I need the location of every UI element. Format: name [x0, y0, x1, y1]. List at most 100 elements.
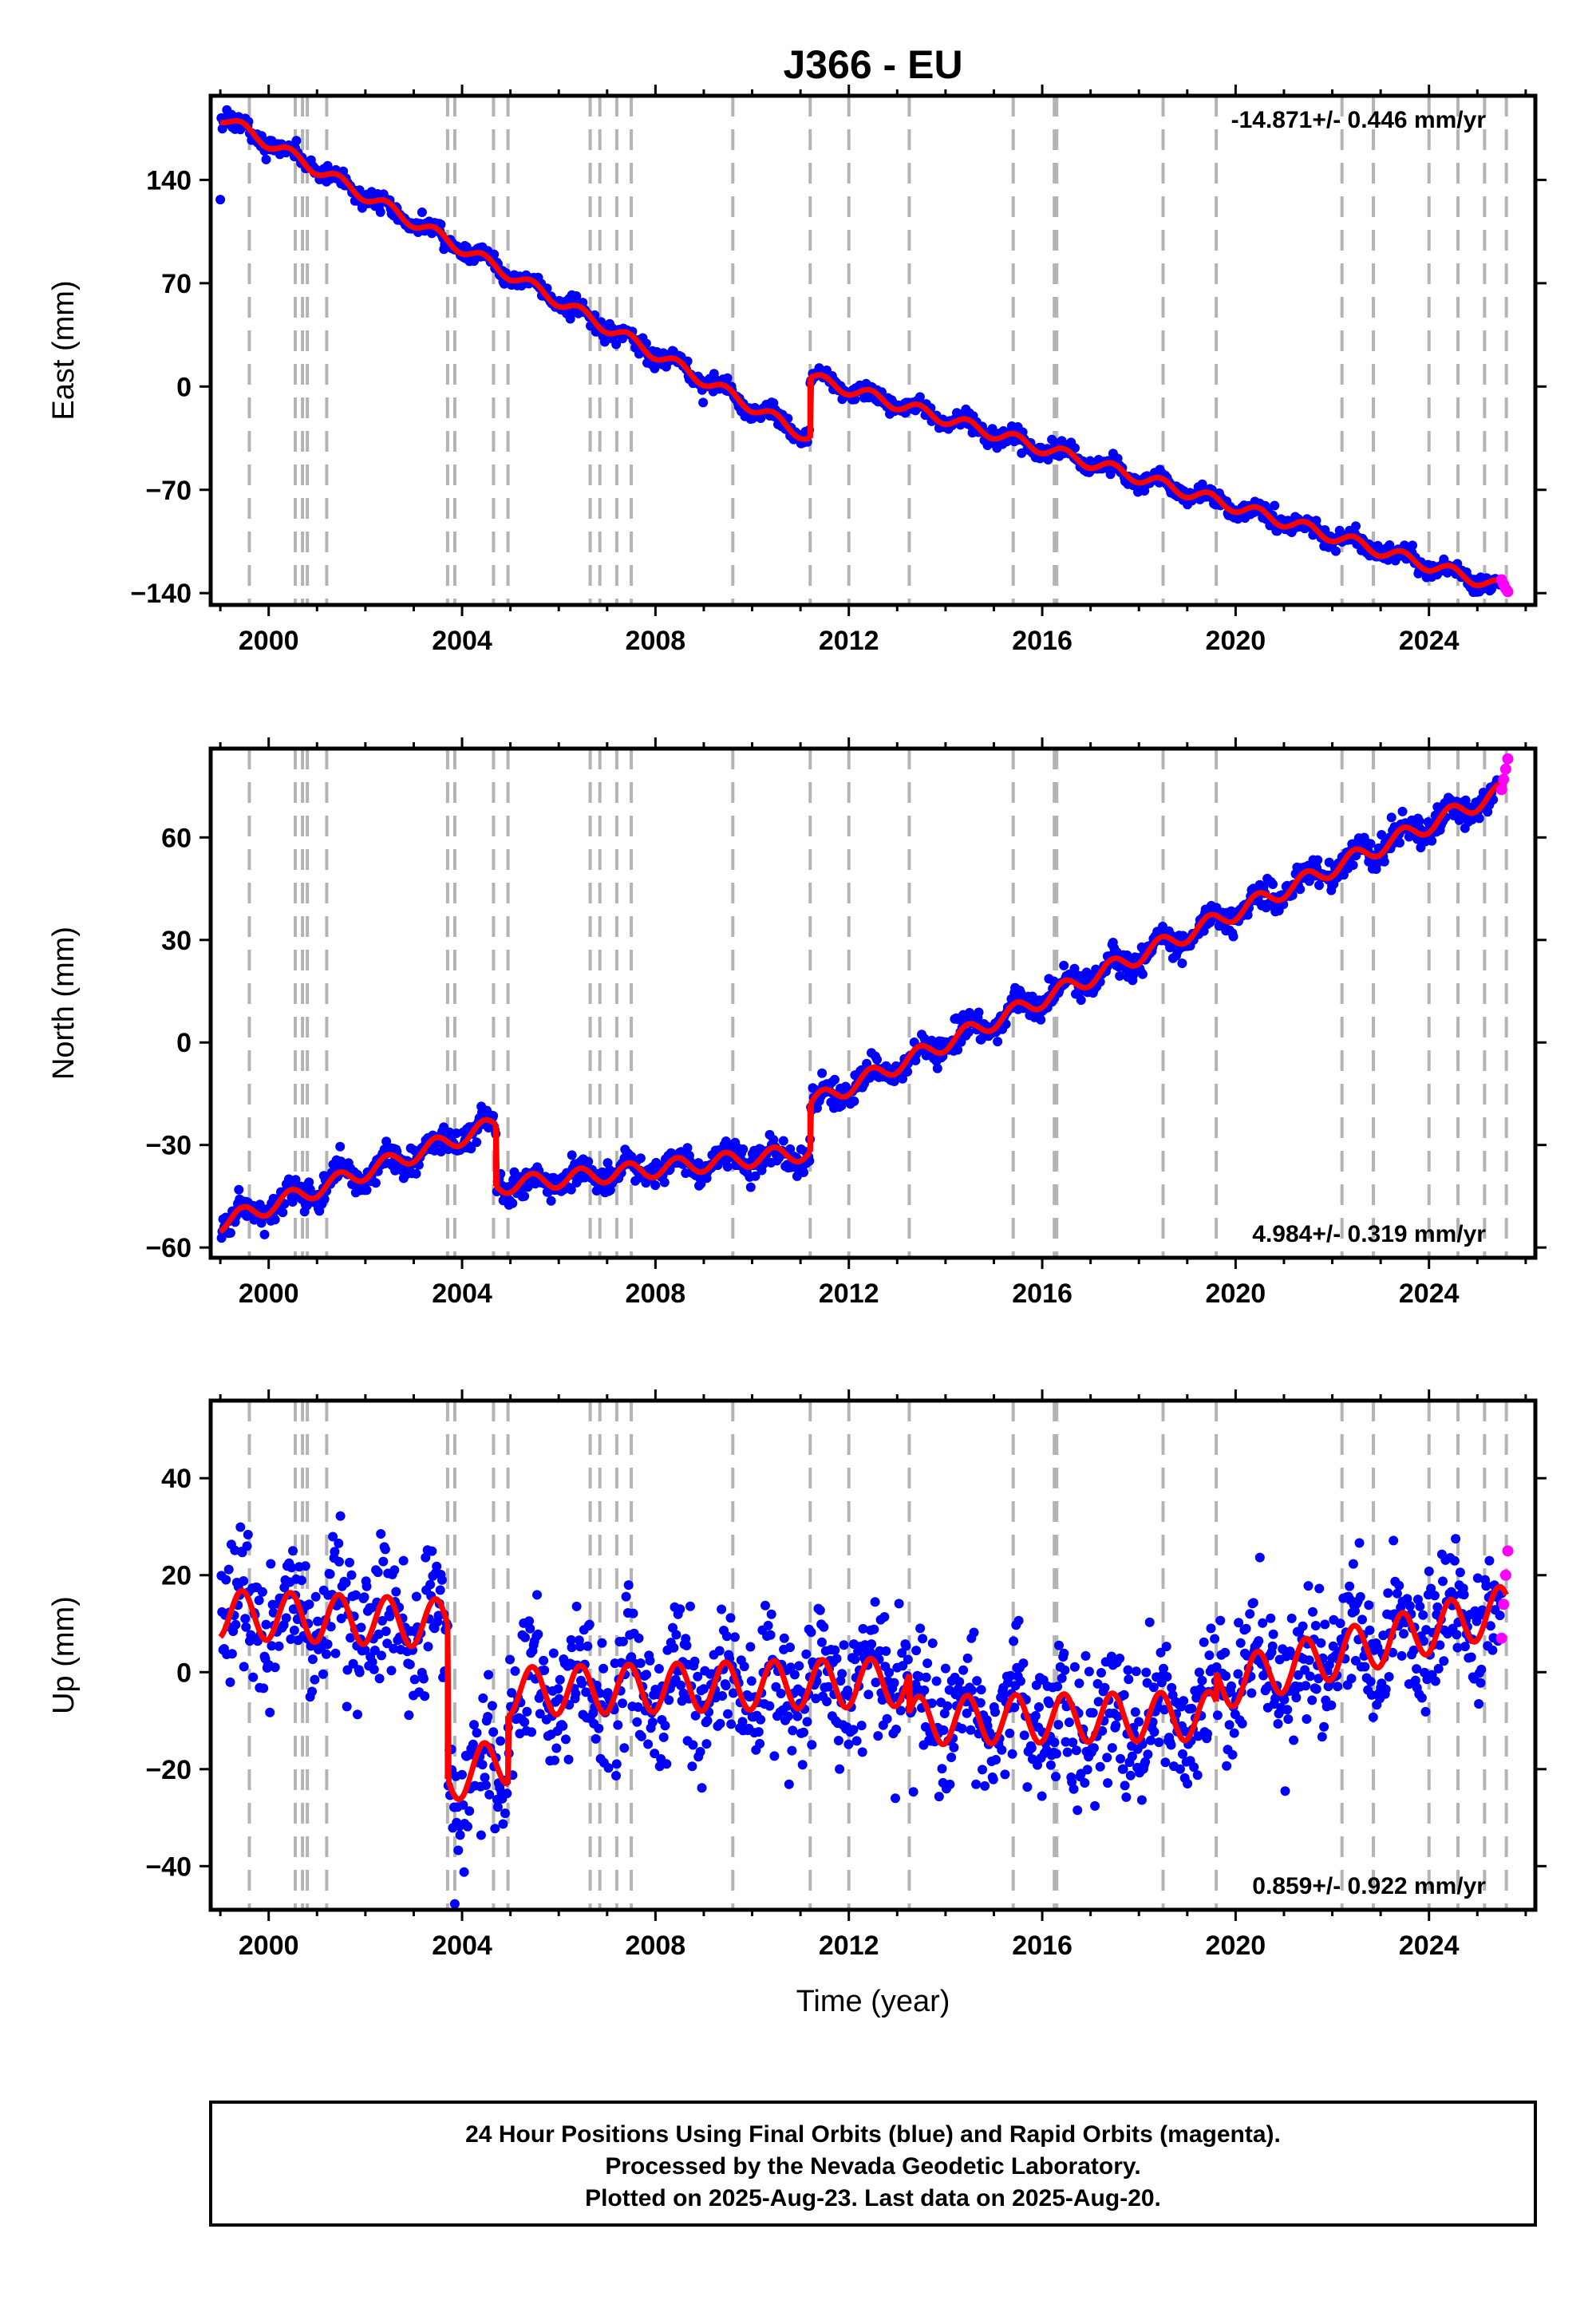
final-orbit-point: [1221, 1671, 1231, 1682]
model-line: [219, 117, 812, 442]
final-orbit-point: [1141, 1667, 1152, 1678]
final-orbit-point: [361, 1185, 372, 1196]
final-orbit-point: [946, 1753, 957, 1762]
final-orbit-point: [1118, 1764, 1128, 1774]
final-orbit-point: [1430, 1676, 1440, 1686]
final-orbit-point: [1197, 1675, 1207, 1686]
model-line: [807, 372, 1508, 589]
final-orbit-point: [1057, 1673, 1067, 1683]
final-orbit-point: [1229, 1728, 1239, 1738]
final-orbit-point: [873, 1731, 883, 1741]
final-orbit-point: [755, 1738, 765, 1749]
final-orbit-point: [931, 1676, 942, 1686]
final-orbit-point: [681, 1640, 692, 1650]
final-orbit-point: [1302, 1714, 1312, 1724]
final-orbit-point: [1222, 1761, 1232, 1771]
final-orbit-point: [223, 1564, 234, 1575]
final-orbit-point: [1364, 1600, 1374, 1611]
final-orbit-point: [1036, 1014, 1046, 1025]
x-tick-label: 2004: [432, 1279, 492, 1309]
final-orbit-point: [325, 1569, 335, 1579]
final-orbit-point: [278, 1207, 288, 1218]
final-orbit-point: [1154, 1737, 1164, 1748]
final-orbit-point: [1348, 860, 1358, 870]
final-orbit-point: [1366, 1690, 1377, 1700]
final-orbit-point: [991, 1755, 1001, 1765]
final-orbit-point: [427, 1546, 437, 1556]
final-orbit-point: [1314, 1583, 1325, 1594]
final-orbit-point: [304, 1599, 314, 1610]
y-tick-label: 30: [161, 926, 192, 956]
final-orbit-point: [508, 1198, 518, 1208]
final-orbit-point: [1220, 1647, 1231, 1658]
final-orbit-point: [336, 1614, 346, 1623]
final-orbit-point: [843, 1739, 854, 1749]
final-orbit-point: [1054, 1640, 1064, 1650]
final-orbit-point: [766, 1609, 776, 1619]
final-orbit-point: [377, 1615, 387, 1626]
final-orbit-point: [1429, 1591, 1440, 1601]
final-orbit-point: [1301, 1681, 1311, 1691]
final-orbit-point: [270, 1215, 280, 1225]
final-orbit-point: [1481, 1580, 1491, 1591]
final-orbit-point: [1278, 1644, 1288, 1654]
final-orbit-point: [1291, 1693, 1302, 1703]
final-orbit-point: [1073, 1805, 1083, 1816]
final-orbit-point: [1211, 1662, 1222, 1672]
panel-up: −40 −20 0 20 40 2000 2004 2008 2012 2016 2020 2024 U…: [47, 1389, 1547, 1961]
final-orbit-point: [1396, 1650, 1407, 1661]
final-orbit-point: [697, 1783, 707, 1793]
final-orbit-point: [1194, 1667, 1204, 1678]
final-orbit-point: [891, 1725, 901, 1734]
final-orbit-point: [1069, 1662, 1080, 1672]
final-orbit-point: [334, 1556, 344, 1567]
footer-line-3: Plotted on 2025-Aug-23. Last data on 202…: [585, 2185, 1161, 2211]
final-orbit-point: [817, 1068, 828, 1078]
final-orbit-point: [746, 1676, 757, 1686]
final-orbit-point: [690, 1710, 701, 1721]
final-orbit-point: [702, 1716, 713, 1726]
plot-area: [216, 1401, 1514, 1910]
final-orbit-point: [957, 1724, 967, 1733]
final-orbit-point: [722, 373, 733, 383]
final-orbit-point: [1143, 1749, 1153, 1760]
x-tick-label: 2012: [819, 626, 879, 656]
final-orbit-point: [522, 1706, 532, 1717]
panel-frame: [208, 746, 1538, 1260]
final-orbit-point: [911, 1646, 922, 1656]
final-orbit-point: [782, 1701, 792, 1711]
final-orbit-point: [1368, 1712, 1378, 1722]
x-tick-label: 2008: [626, 626, 686, 656]
final-orbit-point: [598, 1663, 609, 1674]
x-axis-label: Time (year): [796, 1985, 950, 2018]
y-tick-label: −140: [130, 579, 192, 609]
final-orbit-point: [457, 1769, 467, 1780]
final-orbit-point: [1311, 516, 1321, 526]
final-orbit-point: [939, 1709, 950, 1718]
final-orbit-point: [1298, 1621, 1308, 1631]
final-orbit-point: [945, 1779, 955, 1789]
final-orbit-point: [510, 1666, 520, 1676]
final-orbit-point: [334, 1538, 344, 1548]
final-orbit-point: [1351, 521, 1361, 532]
final-orbit-point: [1320, 1619, 1330, 1630]
final-orbit-point: [348, 1658, 358, 1669]
final-orbit-point: [822, 1697, 832, 1706]
final-orbit-point: [753, 1727, 764, 1737]
final-orbit-point: [1279, 1694, 1290, 1705]
final-orbit-point: [328, 1531, 338, 1542]
final-orbit-point: [1156, 1647, 1166, 1658]
final-orbit-point: [1235, 1638, 1246, 1648]
final-orbit-point: [1495, 1611, 1505, 1621]
final-orbit-point: [1093, 1697, 1104, 1707]
final-orbit-point: [1148, 1682, 1159, 1693]
final-orbit-point: [785, 1642, 795, 1653]
final-orbit-point: [235, 1522, 246, 1532]
final-orbit-point: [1009, 1636, 1019, 1646]
final-orbit-point: [346, 1570, 357, 1580]
final-orbit-point: [1144, 1617, 1155, 1627]
final-orbit-point: [787, 1745, 797, 1756]
final-orbit-point: [824, 1682, 834, 1692]
final-orbit-point: [738, 1144, 749, 1154]
final-orbit-point: [1474, 813, 1484, 824]
